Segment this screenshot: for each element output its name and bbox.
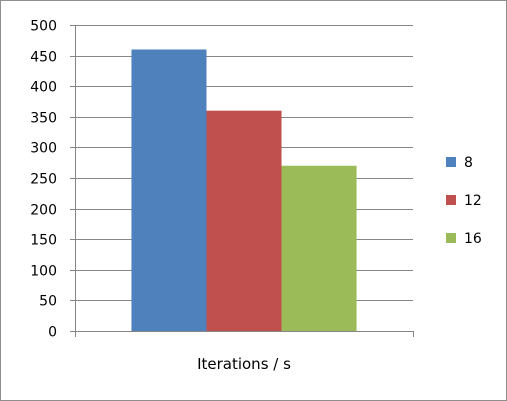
legend-label-8: 8 xyxy=(464,155,473,171)
legend: 8 12 16 xyxy=(446,155,482,247)
legend-label-12: 12 xyxy=(464,193,482,209)
y-tick-label: 200 xyxy=(30,203,57,219)
y-axis: 0 50 100 150 200 250 300 350 400 450 500 xyxy=(30,19,414,341)
y-tick-label: 0 xyxy=(48,325,57,341)
legend-swatch-8 xyxy=(446,157,456,167)
legend-swatch-12 xyxy=(446,195,456,205)
legend-label-16: 16 xyxy=(464,231,482,247)
y-tick-label: 250 xyxy=(30,172,57,188)
bars xyxy=(131,49,357,332)
bar-series-8 xyxy=(131,49,207,331)
y-tick-label: 400 xyxy=(30,80,57,96)
bar-series-12 xyxy=(206,110,282,332)
y-tick-label: 300 xyxy=(30,141,57,157)
y-tick-label: 350 xyxy=(30,111,57,127)
bar-series-16 xyxy=(281,165,357,331)
y-tick-label: 50 xyxy=(39,294,57,310)
y-tick-label: 450 xyxy=(30,50,57,66)
y-tick-label: 150 xyxy=(30,233,57,249)
x-axis-title: Iterations / s xyxy=(197,355,291,373)
legend-swatch-16 xyxy=(446,233,456,243)
gridlines xyxy=(75,25,413,332)
y-tick-label: 500 xyxy=(30,19,57,35)
y-tick-label: 100 xyxy=(30,264,57,280)
